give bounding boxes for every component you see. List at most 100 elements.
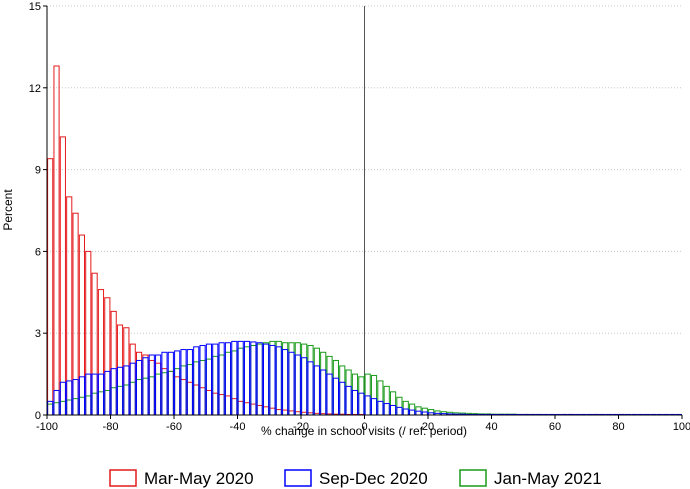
x-tick-label: -20 [293,421,309,433]
histogram-bar [364,395,371,416]
histogram-bar [180,365,187,416]
histogram-bar [167,370,174,416]
histogram-bar [256,342,263,416]
histogram-bar [390,404,397,416]
histogram-bar [167,370,174,416]
x-tick-label: -80 [103,421,119,433]
histogram-bar [148,354,155,416]
histogram-bar [269,340,276,416]
histogram-bar [263,406,270,416]
histogram-bar [332,359,340,416]
histogram-bar [212,392,219,416]
x-tick-label: 40 [485,421,497,433]
y-tick-label: 3 [35,328,41,340]
histogram-bar [256,404,263,416]
histogram-bar [129,343,136,416]
histogram-bar [116,366,124,416]
histogram-bar [91,373,98,416]
histogram-bar [123,384,130,416]
histogram-bar [345,369,352,416]
legend-item: Mar-May 2020 [109,469,254,488]
histogram-bar [53,65,60,416]
histogram-bar [332,377,340,416]
series-jan-may-2021 [47,340,543,416]
histogram-bar [59,381,66,416]
legend-item: Jan-May 2021 [459,469,602,488]
histogram-bar [110,387,117,416]
histogram-bar [351,373,359,416]
histogram-bar [339,365,346,416]
histogram-bar [250,403,257,416]
histogram-bar [288,342,295,416]
histogram-bar [174,350,181,416]
histogram-bar [85,373,92,416]
histogram-bar [78,376,85,416]
y-ticks: 0 3 6 9 12 15 [29,1,47,422]
histogram-bar [72,212,79,416]
histogram-bar [307,344,314,416]
histogram-bar [237,347,244,416]
histogram-bar [123,365,130,416]
histogram-bar [129,381,136,416]
histogram-bar [142,357,149,416]
x-tick-label: 80 [612,421,624,433]
histogram-bar [155,362,162,416]
histogram-bar [123,327,130,416]
histogram-bar [72,398,79,416]
histogram-bar [396,396,403,416]
histogram-bar [110,368,117,416]
histogram-bar [294,354,301,416]
histogram-bar [174,376,181,416]
histogram-bar [155,373,162,416]
histogram-bar [224,342,232,416]
histogram-bar [180,349,187,416]
histogram-bar [218,354,225,416]
histogram-bar [218,394,225,416]
histogram-bar [116,324,124,416]
histogram-bar [212,343,219,416]
histogram-bar [66,380,73,416]
y-tick-label: 15 [29,1,41,13]
x-tick-label: 60 [549,421,561,433]
histogram-bar [377,400,384,416]
histogram-bar [224,395,232,416]
histogram-bar [282,349,289,416]
histogram-bar [243,402,251,416]
histogram-bar [97,391,105,416]
histogram-bar [428,409,435,416]
histogram-bar [104,370,111,416]
histogram-bar [339,381,346,416]
histogram-bar [104,389,111,416]
histogram-bar [47,400,54,416]
histogram-bar [224,351,232,416]
histogram-bar [402,408,409,416]
histogram-bar [288,351,295,416]
histogram-bar [129,362,136,416]
y-axis-title: Percent [1,189,15,231]
histogram-bar [85,395,92,416]
histogram-bar [186,381,193,416]
histogram-bar [205,389,213,416]
histogram-bar [275,409,282,416]
histogram-bar [136,359,143,416]
histogram-bar [275,346,282,416]
histogram-bar [358,392,365,416]
histogram-bar [174,368,181,416]
x-tick-label: -40 [230,421,246,433]
legend-swatch [459,469,487,487]
y-tick-label: 0 [35,410,41,422]
histogram-bar [313,365,320,416]
histogram-bar [282,342,289,416]
histogram-bar [218,342,225,416]
histogram-bar [313,347,320,416]
histogram-bar [186,364,193,416]
histogram-bar [136,351,143,416]
legend: Mar-May 2020 Sep-Dec 2020 Jan-May 2021 [109,469,602,488]
histogram-bar [78,234,85,416]
histogram-bar [263,343,270,416]
histogram-bar [383,403,390,416]
histogram-bar [396,406,403,416]
histogram-bar [155,354,162,416]
histogram-bar [326,373,333,416]
